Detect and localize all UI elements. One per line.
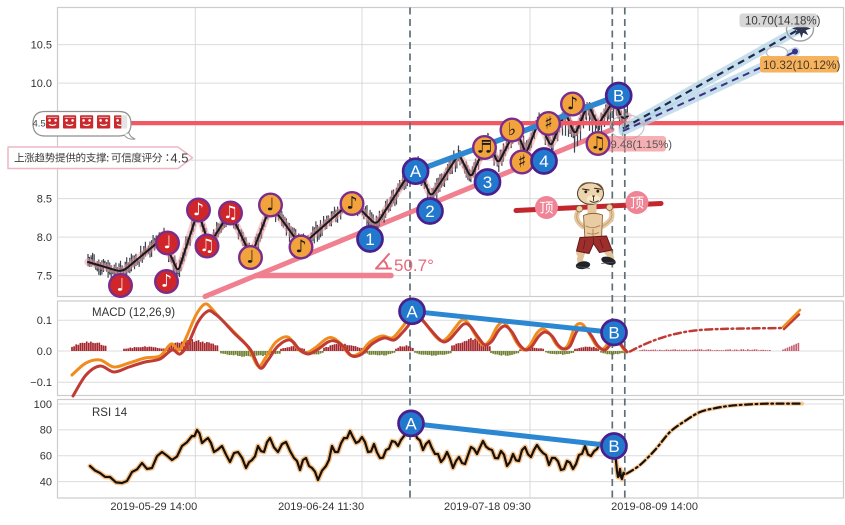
svg-text:A: A	[405, 414, 417, 433]
svg-text:10.32(10.12%): 10.32(10.12%)	[763, 58, 840, 72]
svg-text:B: B	[608, 437, 619, 456]
svg-text:−0.1: −0.1	[30, 377, 52, 389]
svg-text:A: A	[406, 302, 418, 321]
svg-text:B: B	[613, 87, 624, 106]
svg-text:10.70(14.18%): 10.70(14.18%)	[745, 16, 821, 28]
svg-text:3: 3	[483, 173, 492, 192]
svg-text:7.5: 7.5	[37, 270, 52, 282]
svg-text:2019-07-18 09:30: 2019-07-18 09:30	[444, 501, 531, 513]
svg-text:9.48(1.15%): 9.48(1.15%)	[611, 139, 673, 151]
svg-text:4.5: 4.5	[33, 119, 46, 130]
svg-text:80: 80	[40, 425, 52, 437]
svg-text:50.7°: 50.7°	[394, 256, 434, 275]
svg-text:100: 100	[34, 399, 52, 411]
svg-text:MACD (12,26,9): MACD (12,26,9)	[92, 307, 175, 319]
svg-text:8.5: 8.5	[37, 193, 52, 205]
svg-text:10.0: 10.0	[31, 78, 52, 90]
svg-text:2019-06-24 11:30: 2019-06-24 11:30	[278, 501, 364, 513]
svg-text:40: 40	[40, 476, 52, 488]
svg-text:B: B	[608, 324, 619, 343]
svg-text:4: 4	[539, 152, 548, 171]
svg-text:0.0: 0.0	[37, 346, 52, 358]
svg-text:60: 60	[40, 451, 52, 463]
svg-text:2: 2	[425, 202, 434, 221]
svg-text:4.5: 4.5	[170, 151, 188, 166]
svg-text:1: 1	[365, 230, 374, 249]
svg-text:0.1: 0.1	[37, 315, 52, 327]
svg-text:10.5: 10.5	[31, 39, 52, 51]
svg-text:8.0: 8.0	[37, 232, 52, 244]
svg-text:RSI 14: RSI 14	[92, 407, 128, 419]
svg-text:2019-08-09 14:00: 2019-08-09 14:00	[611, 501, 698, 513]
svg-text:2019-05-29 14:00: 2019-05-29 14:00	[110, 501, 197, 513]
svg-text:A: A	[410, 162, 422, 181]
